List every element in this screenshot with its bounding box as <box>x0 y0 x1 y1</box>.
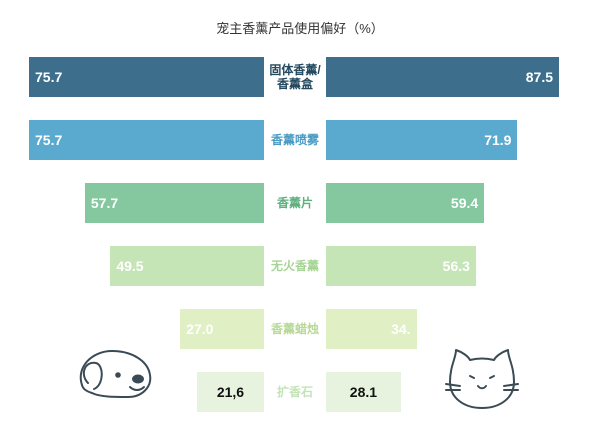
bar-left-0: 75.7 <box>29 57 264 97</box>
bar-left-4: 27.0 <box>180 309 264 349</box>
bar-left-1: 75.7 <box>29 120 264 160</box>
category-label-1: 香薰喷雾 <box>270 133 319 147</box>
bar-left-2: 57.7 <box>84 183 264 223</box>
category-label-3: 无火香薰 <box>270 259 319 273</box>
cat-icon <box>445 349 519 409</box>
bar-right-1: 71.9 <box>326 120 518 160</box>
bar-right-4: 34. <box>326 309 417 349</box>
category-label-0: 固体香薰/香薰盒 <box>269 63 321 91</box>
chart-title: 宠主香薰产品使用偏好（%） <box>216 21 384 36</box>
category-label-4: 香薰蜡烛 <box>270 322 319 336</box>
bar-left-5: 21,6 <box>196 372 264 412</box>
bar-right-0: 87.5 <box>326 57 559 97</box>
bar-left-3: 49.5 <box>110 246 264 286</box>
category-label-2: 香薰片 <box>276 196 313 210</box>
category-label-5: 扩香石 <box>276 385 313 399</box>
bar-right-3: 56.3 <box>326 246 476 286</box>
dog-icon <box>79 350 152 398</box>
bar-right-5: 28.1 <box>326 372 401 412</box>
bar-right-2: 59.4 <box>326 183 485 223</box>
